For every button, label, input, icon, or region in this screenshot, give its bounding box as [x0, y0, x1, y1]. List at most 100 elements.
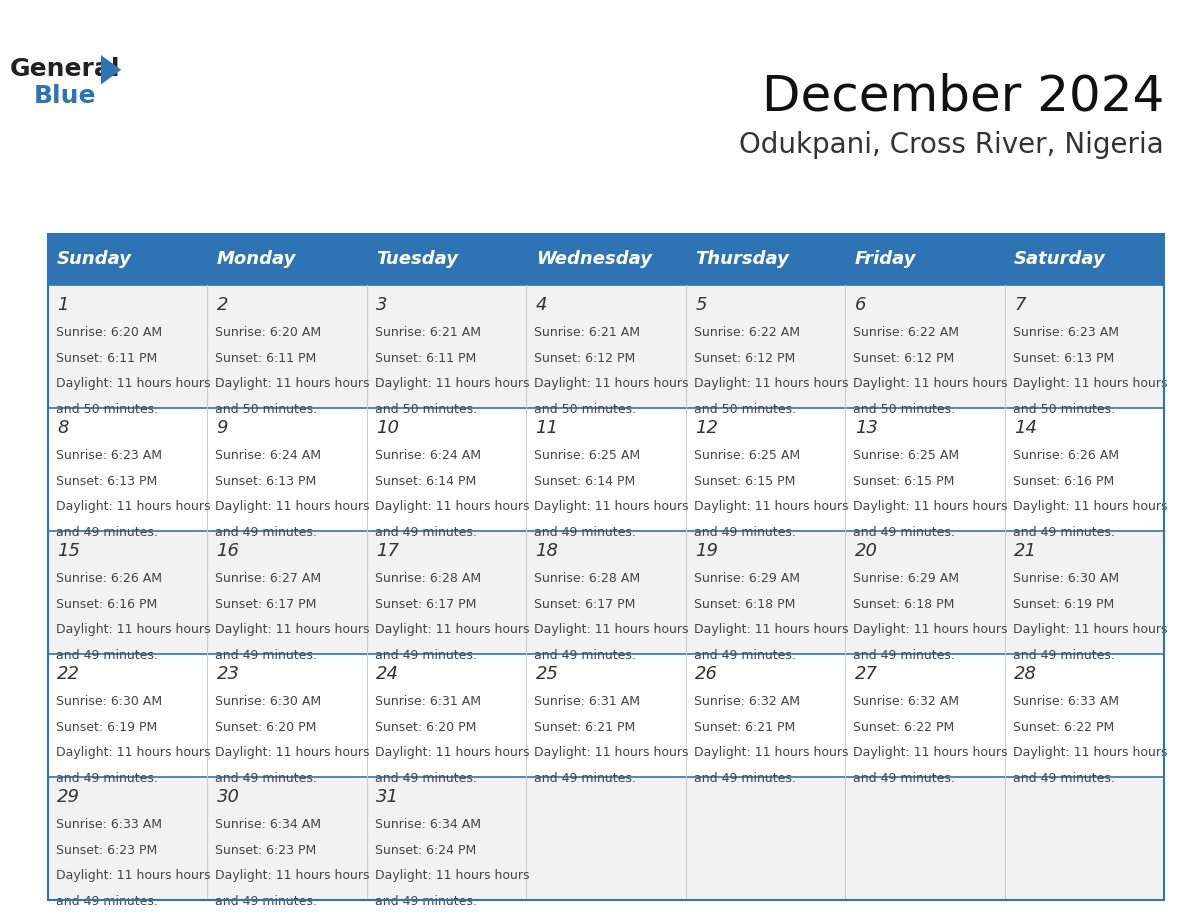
- Polygon shape: [101, 55, 121, 84]
- Text: 18: 18: [536, 542, 558, 560]
- Text: Sunset: 6:22 PM: Sunset: 6:22 PM: [1013, 721, 1114, 733]
- Text: Sunset: 6:20 PM: Sunset: 6:20 PM: [375, 721, 476, 733]
- Text: Daylight: 11 hours hours: Daylight: 11 hours hours: [853, 500, 1007, 513]
- Text: 12: 12: [695, 419, 719, 437]
- Text: Sunrise: 6:30 AM: Sunrise: 6:30 AM: [1013, 572, 1119, 585]
- Text: 23: 23: [216, 665, 240, 683]
- Text: Daylight: 11 hours hours: Daylight: 11 hours hours: [56, 869, 210, 882]
- Text: Daylight: 11 hours hours: Daylight: 11 hours hours: [215, 500, 369, 513]
- FancyBboxPatch shape: [367, 408, 526, 531]
- Text: Daylight: 11 hours hours: Daylight: 11 hours hours: [535, 623, 689, 636]
- FancyBboxPatch shape: [845, 408, 1005, 531]
- Text: 22: 22: [57, 665, 80, 683]
- FancyBboxPatch shape: [367, 654, 526, 777]
- Text: Sunrise: 6:33 AM: Sunrise: 6:33 AM: [56, 818, 162, 831]
- Text: 15: 15: [57, 542, 80, 560]
- Text: General: General: [10, 57, 121, 81]
- Text: and 49 minutes.: and 49 minutes.: [694, 649, 796, 662]
- Text: Sunset: 6:12 PM: Sunset: 6:12 PM: [694, 352, 795, 364]
- Text: Sunrise: 6:23 AM: Sunrise: 6:23 AM: [1013, 326, 1119, 339]
- Text: 11: 11: [536, 419, 558, 437]
- Text: 1: 1: [57, 296, 69, 314]
- Text: and 49 minutes.: and 49 minutes.: [215, 895, 317, 908]
- Text: Daylight: 11 hours hours: Daylight: 11 hours hours: [535, 746, 689, 759]
- Text: 5: 5: [695, 296, 707, 314]
- Text: Sunset: 6:24 PM: Sunset: 6:24 PM: [375, 844, 476, 856]
- Text: and 49 minutes.: and 49 minutes.: [215, 772, 317, 785]
- Text: Daylight: 11 hours hours: Daylight: 11 hours hours: [1013, 377, 1168, 390]
- Text: and 49 minutes.: and 49 minutes.: [375, 526, 476, 539]
- FancyBboxPatch shape: [685, 531, 845, 654]
- Text: and 49 minutes.: and 49 minutes.: [853, 649, 955, 662]
- Text: Sunset: 6:18 PM: Sunset: 6:18 PM: [694, 598, 795, 610]
- Text: Sunset: 6:16 PM: Sunset: 6:16 PM: [56, 598, 157, 610]
- Text: 13: 13: [854, 419, 878, 437]
- Text: Sunrise: 6:25 AM: Sunrise: 6:25 AM: [853, 449, 960, 462]
- Text: Sunset: 6:19 PM: Sunset: 6:19 PM: [1013, 598, 1114, 610]
- Text: Sunrise: 6:22 AM: Sunrise: 6:22 AM: [694, 326, 800, 339]
- Text: Daylight: 11 hours hours: Daylight: 11 hours hours: [1013, 500, 1168, 513]
- Text: Daylight: 11 hours hours: Daylight: 11 hours hours: [375, 869, 530, 882]
- Text: Sunset: 6:19 PM: Sunset: 6:19 PM: [56, 721, 157, 733]
- Text: Sunset: 6:15 PM: Sunset: 6:15 PM: [853, 475, 955, 487]
- Text: Daylight: 11 hours hours: Daylight: 11 hours hours: [694, 500, 848, 513]
- Text: 26: 26: [695, 665, 719, 683]
- FancyBboxPatch shape: [685, 408, 845, 531]
- Text: Sunrise: 6:24 AM: Sunrise: 6:24 AM: [215, 449, 322, 462]
- Text: and 50 minutes.: and 50 minutes.: [56, 403, 158, 416]
- Text: Sunrise: 6:32 AM: Sunrise: 6:32 AM: [853, 695, 960, 708]
- Text: Sunrise: 6:21 AM: Sunrise: 6:21 AM: [375, 326, 481, 339]
- Text: Daylight: 11 hours hours: Daylight: 11 hours hours: [56, 377, 210, 390]
- Text: Friday: Friday: [854, 251, 916, 268]
- FancyBboxPatch shape: [526, 285, 685, 408]
- Text: Daylight: 11 hours hours: Daylight: 11 hours hours: [56, 500, 210, 513]
- Text: Sunrise: 6:20 AM: Sunrise: 6:20 AM: [56, 326, 162, 339]
- FancyBboxPatch shape: [1005, 654, 1164, 777]
- FancyBboxPatch shape: [526, 234, 685, 285]
- FancyBboxPatch shape: [685, 234, 845, 285]
- Text: 20: 20: [854, 542, 878, 560]
- FancyBboxPatch shape: [845, 234, 1005, 285]
- Text: Daylight: 11 hours hours: Daylight: 11 hours hours: [535, 377, 689, 390]
- Text: Sunrise: 6:25 AM: Sunrise: 6:25 AM: [535, 449, 640, 462]
- Text: and 49 minutes.: and 49 minutes.: [215, 649, 317, 662]
- FancyBboxPatch shape: [526, 408, 685, 531]
- Text: 4: 4: [536, 296, 548, 314]
- Text: 24: 24: [377, 665, 399, 683]
- Text: Sunrise: 6:22 AM: Sunrise: 6:22 AM: [853, 326, 960, 339]
- Text: Daylight: 11 hours hours: Daylight: 11 hours hours: [694, 623, 848, 636]
- FancyBboxPatch shape: [1005, 234, 1164, 285]
- Text: and 50 minutes.: and 50 minutes.: [215, 403, 317, 416]
- Text: 28: 28: [1015, 665, 1037, 683]
- FancyBboxPatch shape: [1005, 531, 1164, 654]
- Text: and 50 minutes.: and 50 minutes.: [694, 403, 796, 416]
- FancyBboxPatch shape: [207, 654, 367, 777]
- FancyBboxPatch shape: [48, 777, 207, 900]
- Text: Sunset: 6:20 PM: Sunset: 6:20 PM: [215, 721, 317, 733]
- Text: 10: 10: [377, 419, 399, 437]
- Text: Tuesday: Tuesday: [377, 251, 459, 268]
- Text: Sunrise: 6:31 AM: Sunrise: 6:31 AM: [535, 695, 640, 708]
- FancyBboxPatch shape: [526, 654, 685, 777]
- Text: 30: 30: [216, 788, 240, 806]
- Text: and 49 minutes.: and 49 minutes.: [56, 772, 158, 785]
- FancyBboxPatch shape: [48, 531, 207, 654]
- Text: Sunset: 6:12 PM: Sunset: 6:12 PM: [535, 352, 636, 364]
- Text: Sunset: 6:11 PM: Sunset: 6:11 PM: [215, 352, 317, 364]
- Text: Wednesday: Wednesday: [536, 251, 652, 268]
- Text: 8: 8: [57, 419, 69, 437]
- Text: Daylight: 11 hours hours: Daylight: 11 hours hours: [694, 746, 848, 759]
- Text: Sunrise: 6:30 AM: Sunrise: 6:30 AM: [56, 695, 162, 708]
- Text: Sunset: 6:22 PM: Sunset: 6:22 PM: [853, 721, 955, 733]
- Text: Sunset: 6:15 PM: Sunset: 6:15 PM: [694, 475, 795, 487]
- Text: Monday: Monday: [216, 251, 296, 268]
- Text: Sunset: 6:18 PM: Sunset: 6:18 PM: [853, 598, 955, 610]
- Text: Sunrise: 6:33 AM: Sunrise: 6:33 AM: [1013, 695, 1119, 708]
- FancyBboxPatch shape: [207, 777, 367, 900]
- Text: Daylight: 11 hours hours: Daylight: 11 hours hours: [375, 377, 530, 390]
- Text: Thursday: Thursday: [695, 251, 789, 268]
- Text: Sunrise: 6:26 AM: Sunrise: 6:26 AM: [1013, 449, 1119, 462]
- FancyBboxPatch shape: [1005, 408, 1164, 531]
- Text: Sunset: 6:11 PM: Sunset: 6:11 PM: [375, 352, 476, 364]
- FancyBboxPatch shape: [367, 234, 526, 285]
